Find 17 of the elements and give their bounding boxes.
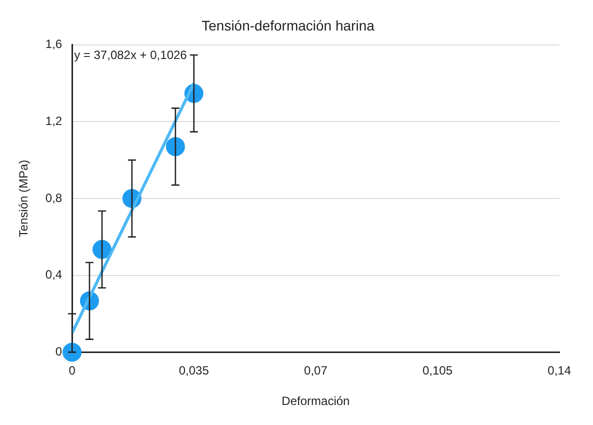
y-tick-label: 0,4 <box>45 268 62 282</box>
x-tick-label: 0,035 <box>178 364 210 378</box>
y-tick-label: 0 <box>55 344 62 359</box>
x-tick-label: 0,07 <box>304 364 328 378</box>
y-axis-title: Tensión (MPa) <box>16 160 31 238</box>
x-tick-label: 0 <box>68 364 76 378</box>
chart-title: Tensión-deformación harina <box>202 17 375 34</box>
point <box>92 240 112 259</box>
point <box>166 137 185 156</box>
y-tick-label: 1,2 <box>45 114 62 128</box>
point <box>62 342 82 362</box>
y-tick-label: 1,6 <box>45 37 62 52</box>
x-tick-label: 0,105 <box>422 364 453 378</box>
annotation: y = 37,082x + 0,1026 <box>74 48 188 62</box>
y-tick-label: 0,8 <box>45 190 62 205</box>
x-tick-label: 0,14 <box>548 364 572 378</box>
x-axis-title: Deformación <box>282 394 350 408</box>
